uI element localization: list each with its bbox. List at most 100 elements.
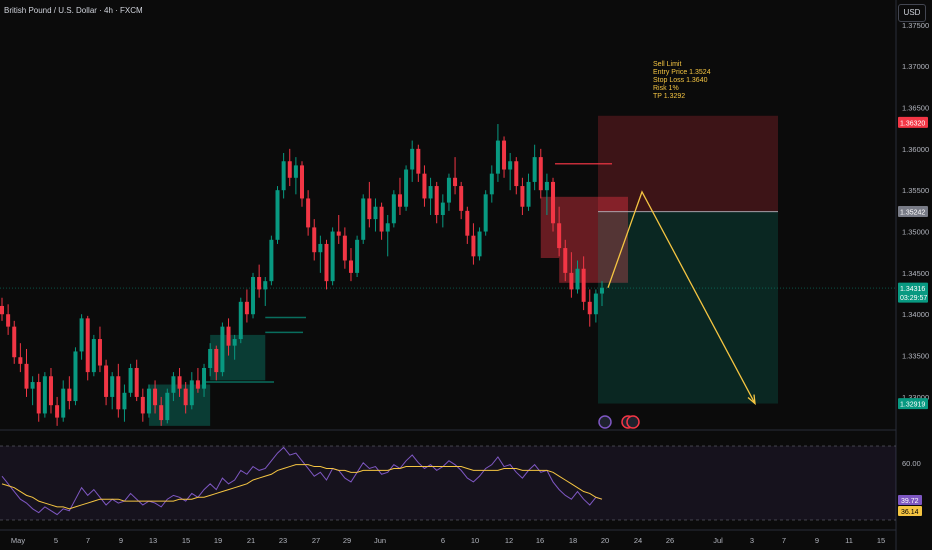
- candle-body: [551, 181, 556, 224]
- candle-body: [312, 227, 317, 253]
- x-tick-label: 6: [441, 536, 445, 545]
- candle-body: [318, 243, 323, 253]
- candle-body: [453, 177, 458, 187]
- x-tick-label: 15: [182, 536, 190, 545]
- price-label-text: 1.32919: [900, 402, 925, 409]
- candle-body: [428, 186, 433, 199]
- y-tick-label: 1.35500: [902, 186, 929, 195]
- candle-body: [465, 210, 470, 236]
- x-tick-label: 23: [279, 536, 287, 545]
- y-tick-label: 1.34500: [902, 269, 929, 278]
- candle-body: [379, 206, 384, 232]
- x-tick-label: 16: [536, 536, 544, 545]
- x-tick-label: 21: [247, 536, 255, 545]
- demand-zone: [210, 334, 266, 381]
- candle-body: [422, 173, 427, 199]
- candle-body: [600, 287, 604, 294]
- candle-body: [24, 363, 29, 389]
- candle-body: [110, 376, 115, 397]
- supply-zone: [540, 196, 628, 258]
- x-tick-label: 27: [312, 536, 320, 545]
- event-icon: [598, 415, 612, 429]
- candle-body: [434, 186, 439, 215]
- candle-body: [275, 190, 280, 240]
- flag-event-icon: [626, 415, 640, 429]
- candle-body: [244, 301, 249, 315]
- rsi-value-badge: [898, 495, 922, 505]
- candle-body: [67, 388, 72, 402]
- candle-body: [587, 301, 592, 315]
- rsi-value-text: 36.14: [901, 509, 919, 516]
- candle-body: [563, 248, 568, 273]
- x-tick-label: Jun: [374, 536, 386, 545]
- candle-body: [171, 376, 176, 393]
- candle-body: [342, 235, 347, 261]
- candle-body: [42, 376, 47, 414]
- rsi-tick-label: 60.00: [902, 459, 921, 468]
- x-tick-label: May: [11, 536, 25, 545]
- y-tick-label: 1.33000: [902, 393, 929, 402]
- x-tick-label: 9: [119, 536, 123, 545]
- candle-body: [446, 177, 451, 203]
- candle-body: [281, 161, 286, 191]
- candle-body: [30, 382, 35, 389]
- candle-body: [508, 161, 513, 170]
- y-tick-label: 1.35000: [902, 228, 929, 237]
- candle-body: [55, 405, 60, 418]
- candle-body: [514, 161, 519, 187]
- candle-body: [575, 268, 580, 290]
- candle-body: [416, 148, 421, 174]
- candle-body: [373, 206, 378, 220]
- x-tick-label: 3: [750, 536, 754, 545]
- rsi-band: [0, 446, 896, 520]
- candle-body: [569, 272, 574, 290]
- candle-body: [300, 165, 304, 199]
- x-tick-label: 24: [634, 536, 642, 545]
- candle-body: [459, 186, 464, 211]
- candle-body: [440, 202, 445, 215]
- candle-body: [128, 367, 133, 393]
- x-tick-label: 12: [505, 536, 513, 545]
- candle-body: [220, 326, 225, 373]
- stop-loss-zone: [598, 115, 778, 212]
- x-tick-label: 9: [815, 536, 819, 545]
- candle-body: [214, 348, 219, 373]
- projected-path-arrow: [607, 190, 756, 404]
- price-label-badge: [898, 398, 928, 410]
- candle-body: [526, 181, 531, 207]
- candle-body: [251, 277, 256, 315]
- price-label-text: 1.34316: [900, 286, 925, 293]
- price-label-badge: [898, 116, 928, 128]
- candle-body: [397, 194, 402, 207]
- candle-body: [202, 367, 207, 389]
- price-label-badge: [898, 206, 928, 218]
- price-label-text: 1.35242: [900, 210, 925, 217]
- currency-button[interactable]: USD: [898, 4, 926, 22]
- x-tick-label: 29: [343, 536, 351, 545]
- take-profit-zone: [598, 211, 778, 404]
- trade-annotation-line: Stop Loss 1.3640: [653, 77, 708, 84]
- candle-body: [391, 194, 396, 224]
- candle-body: [122, 392, 127, 410]
- candle-body: [0, 305, 4, 315]
- candle-body: [581, 268, 586, 302]
- candle-body: [355, 239, 360, 273]
- candle-body: [557, 223, 562, 249]
- candle-body: [36, 382, 41, 414]
- candle-body: [544, 181, 549, 191]
- candle-body: [6, 314, 11, 327]
- candle-body: [153, 388, 158, 406]
- x-tick-label: 13: [149, 536, 157, 545]
- x-tick-label: 19: [214, 536, 222, 545]
- candle-body: [159, 405, 164, 421]
- candle-body: [330, 231, 335, 282]
- x-tick-label: 18: [569, 536, 577, 545]
- candle-body: [293, 165, 298, 178]
- candle-body: [361, 198, 366, 240]
- candle-body: [208, 348, 213, 368]
- candle-body: [495, 140, 500, 174]
- y-tick-label: 1.36000: [902, 145, 929, 154]
- candle-body: [477, 231, 482, 257]
- rsi-value-text: 39.72: [901, 498, 919, 505]
